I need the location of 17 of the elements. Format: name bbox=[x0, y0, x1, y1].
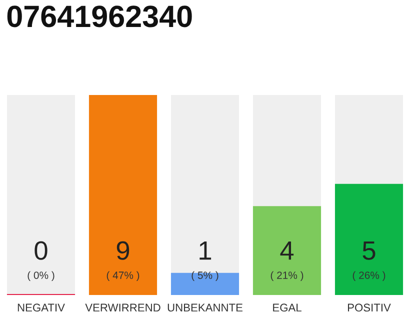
data-label: 1 bbox=[200, 241, 212, 260]
data-label: 0 bbox=[34, 241, 48, 260]
x-tick-label: NEGATIV bbox=[18, 304, 65, 312]
annotation: ( 21% ) bbox=[270, 271, 304, 281]
annotation: ( 26% ) bbox=[352, 271, 386, 281]
x-tick-label: UNBEKANNTE bbox=[168, 304, 242, 312]
x-tick-label: POSITIV bbox=[348, 304, 391, 312]
annotation: ( 0% ) bbox=[28, 271, 54, 281]
x-tick-label: EGAL bbox=[273, 304, 302, 312]
chart-title: 07641962340 bbox=[7, 6, 192, 28]
annotation: ( 5% ) bbox=[192, 271, 218, 281]
x-tick-label: VERWIRREND bbox=[85, 304, 160, 312]
bar bbox=[170, 272, 240, 296]
annotation: ( 47% ) bbox=[106, 271, 140, 281]
data-label: 9 bbox=[116, 241, 130, 260]
data-label: 5 bbox=[362, 241, 376, 260]
data-label: 4 bbox=[280, 241, 294, 260]
